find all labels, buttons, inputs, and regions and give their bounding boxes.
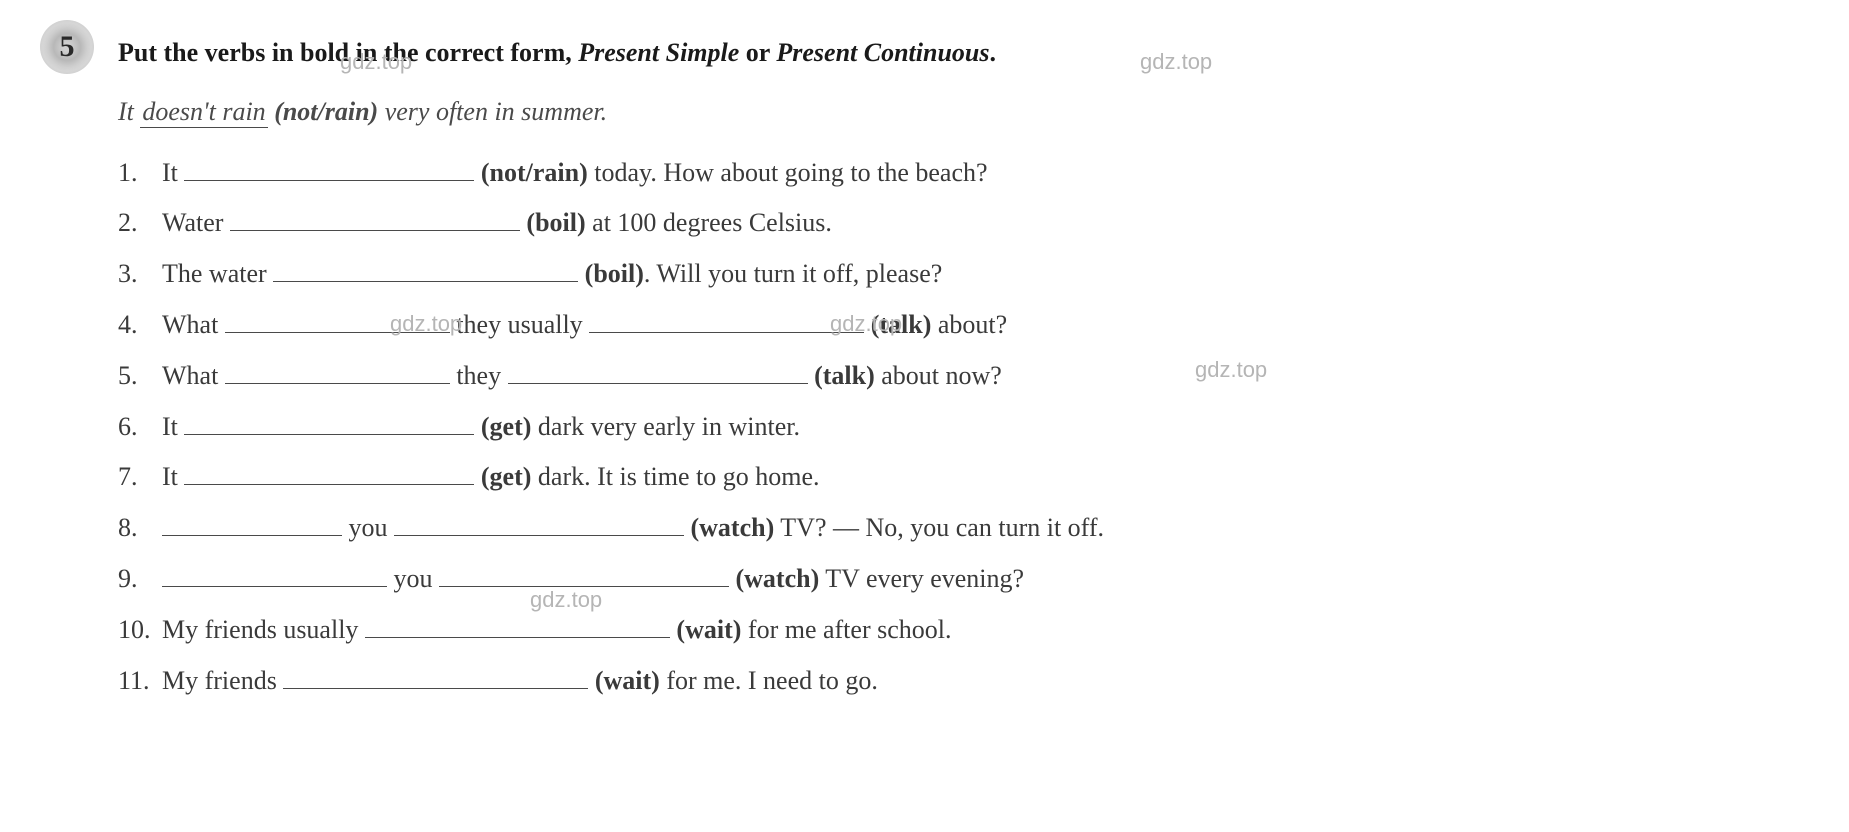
fill-blank[interactable] — [162, 508, 342, 537]
question-number: 2. — [118, 200, 162, 247]
question-text: at 100 degrees Celsius. — [586, 208, 832, 237]
fill-blank[interactable] — [230, 203, 520, 232]
verb-hint: (watch) — [691, 513, 775, 542]
fill-blank[interactable] — [225, 355, 450, 384]
question-text: It — [162, 462, 184, 491]
fill-blank[interactable] — [273, 254, 578, 283]
fill-blank[interactable] — [589, 304, 864, 333]
instruction-block: Put the verbs in bold in the correct for… — [118, 20, 1809, 79]
verb-hint: (get) — [481, 462, 532, 491]
question-row: 7.It (get) dark. It is time to go home. — [118, 454, 1809, 501]
question-text: they — [450, 361, 508, 390]
fill-blank[interactable] — [508, 355, 808, 384]
questions-list: 1.It (not/rain) today. How about going t… — [118, 150, 1809, 705]
question-text: It — [162, 158, 184, 187]
question-text: you — [342, 513, 394, 542]
example-sentence: It doesn't rain (not/rain) very often in… — [118, 89, 1809, 136]
fill-blank[interactable] — [162, 558, 387, 587]
question-text: for me after school. — [741, 615, 951, 644]
question-number: 6. — [118, 404, 162, 451]
fill-blank[interactable] — [439, 558, 729, 587]
verb-hint: (talk) — [871, 310, 932, 339]
question-number: 8. — [118, 505, 162, 552]
question-text: TV? — No, you can turn it off. — [774, 513, 1104, 542]
verb-hint: (wait) — [595, 666, 660, 695]
question-row: 3.The water (boil). Will you turn it off… — [118, 251, 1809, 298]
instruction-em-2: Present Continuous — [776, 38, 989, 67]
exercise-header: 5 Put the verbs in bold in the correct f… — [40, 20, 1809, 79]
verb-hint: (boil) — [526, 208, 585, 237]
question-number: 10. — [118, 607, 162, 654]
question-number: 1. — [118, 150, 162, 197]
question-text: The water — [162, 259, 273, 288]
verb-hint: (wait) — [676, 615, 741, 644]
fill-blank[interactable] — [283, 660, 588, 689]
question-number: 5. — [118, 353, 162, 400]
verb-hint: (boil) — [585, 259, 644, 288]
question-text: you — [387, 564, 439, 593]
fill-blank[interactable] — [184, 406, 474, 435]
fill-blank[interactable] — [365, 609, 670, 638]
question-text: they usually — [450, 310, 589, 339]
question-text: dark. It is time to go home. — [531, 462, 819, 491]
question-number: 3. — [118, 251, 162, 298]
question-text: What — [162, 361, 225, 390]
instruction-pre: Put the verbs in bold in the correct for… — [118, 38, 578, 67]
example-post: very often in summer. — [385, 97, 607, 126]
verb-hint: (talk) — [814, 361, 875, 390]
question-row: 5.What they (talk) about now? — [118, 353, 1809, 400]
question-number: 9. — [118, 556, 162, 603]
question-row: 4.What they usually (talk) about? — [118, 302, 1809, 349]
exercise-number-badge: 5 — [40, 20, 94, 74]
fill-blank[interactable] — [394, 508, 684, 537]
question-text: about now? — [875, 361, 1002, 390]
instruction-end: . — [990, 38, 997, 67]
question-row: 1.It (not/rain) today. How about going t… — [118, 150, 1809, 197]
question-number: 11. — [118, 658, 162, 705]
instruction-em-1: Present Simple — [578, 38, 739, 67]
question-text: My friends — [162, 666, 283, 695]
question-text: about? — [931, 310, 1007, 339]
question-row: 8. you (watch) TV? — No, you can turn it… — [118, 505, 1809, 552]
verb-hint: (get) — [481, 412, 532, 441]
fill-blank[interactable] — [184, 457, 474, 486]
question-text: It — [162, 412, 184, 441]
question-row: 6.It (get) dark very early in winter. — [118, 404, 1809, 451]
question-row: 9. you (watch) TV every evening? — [118, 556, 1809, 603]
question-row: 2.Water (boil) at 100 degrees Celsius. — [118, 200, 1809, 247]
question-number: 4. — [118, 302, 162, 349]
instruction-text: Put the verbs in bold in the correct for… — [118, 20, 1809, 77]
example-answer: doesn't rain — [140, 97, 267, 128]
question-number: 7. — [118, 454, 162, 501]
fill-blank[interactable] — [225, 304, 450, 333]
verb-hint: (not/rain) — [481, 158, 588, 187]
question-text: Water — [162, 208, 230, 237]
question-text: today. How about going to the beach? — [588, 158, 988, 187]
verb-hint: (watch) — [736, 564, 820, 593]
question-text: dark very early in winter. — [531, 412, 800, 441]
question-text: TV every evening? — [819, 564, 1024, 593]
question-row: 11.My friends (wait) for me. I need to g… — [118, 658, 1809, 705]
question-text: My friends usually — [162, 615, 365, 644]
question-text: . Will you turn it off, please? — [644, 259, 942, 288]
question-text: What — [162, 310, 225, 339]
fill-blank[interactable] — [184, 152, 474, 181]
example-verb: (not/rain) — [268, 97, 385, 126]
instruction-mid: or — [739, 38, 776, 67]
example-pre: It — [118, 97, 140, 126]
question-text: for me. I need to go. — [660, 666, 878, 695]
question-row: 10.My friends usually (wait) for me afte… — [118, 607, 1809, 654]
